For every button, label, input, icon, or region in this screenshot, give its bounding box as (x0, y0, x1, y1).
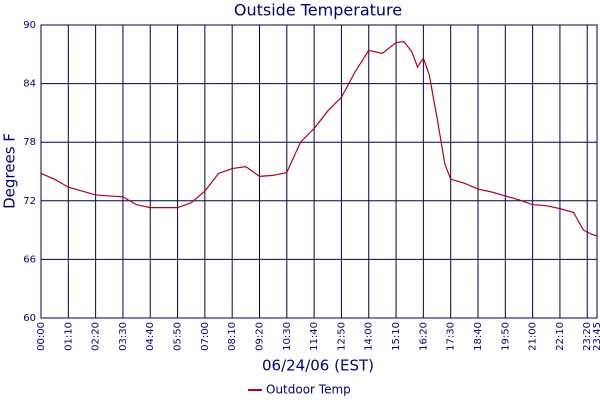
x-tick-label: 14:00 (364, 322, 375, 351)
x-tick-label: 12:50 (336, 322, 347, 351)
y-tick-label: 78 (23, 137, 36, 148)
y-tick-label: 84 (23, 79, 36, 90)
x-tick-label: 09:20 (254, 322, 265, 351)
x-tick-label: 23:45 (592, 322, 600, 351)
x-tick-label: 22:10 (555, 322, 566, 351)
chart-title: Outside Temperature (234, 1, 402, 20)
x-tick-label: 01:10 (63, 322, 74, 351)
y-tick-label: 60 (23, 313, 36, 324)
x-tick-label: 08:10 (227, 322, 238, 351)
x-axis-label: 06/24/06 (EST) (262, 357, 374, 375)
x-tick-label: 19:50 (500, 322, 511, 351)
legend-label: Outdoor Temp (266, 383, 351, 397)
x-tick-label: 02:20 (91, 322, 102, 351)
x-tick-label: 17:30 (446, 322, 457, 351)
x-tick-label: 03:30 (118, 322, 129, 351)
x-tick-label: 07:00 (200, 322, 211, 351)
y-axis-label: Degrees F (1, 133, 19, 209)
x-tick-label: 16:20 (418, 322, 429, 351)
x-tick-label: 18:40 (473, 322, 484, 351)
x-tick-label: 15:10 (391, 322, 402, 351)
x-tick-label: 05:50 (173, 322, 184, 351)
y-tick-label: 72 (23, 196, 36, 207)
y-tick-label: 66 (23, 254, 36, 265)
x-tick-label: 11:40 (309, 322, 320, 351)
x-tick-label: 00:00 (36, 322, 47, 351)
x-tick-label: 10:30 (282, 322, 293, 351)
y-tick-label: 90 (23, 20, 36, 31)
x-tick-label: 04:40 (145, 322, 156, 351)
x-tick-label: 21:00 (528, 322, 539, 351)
